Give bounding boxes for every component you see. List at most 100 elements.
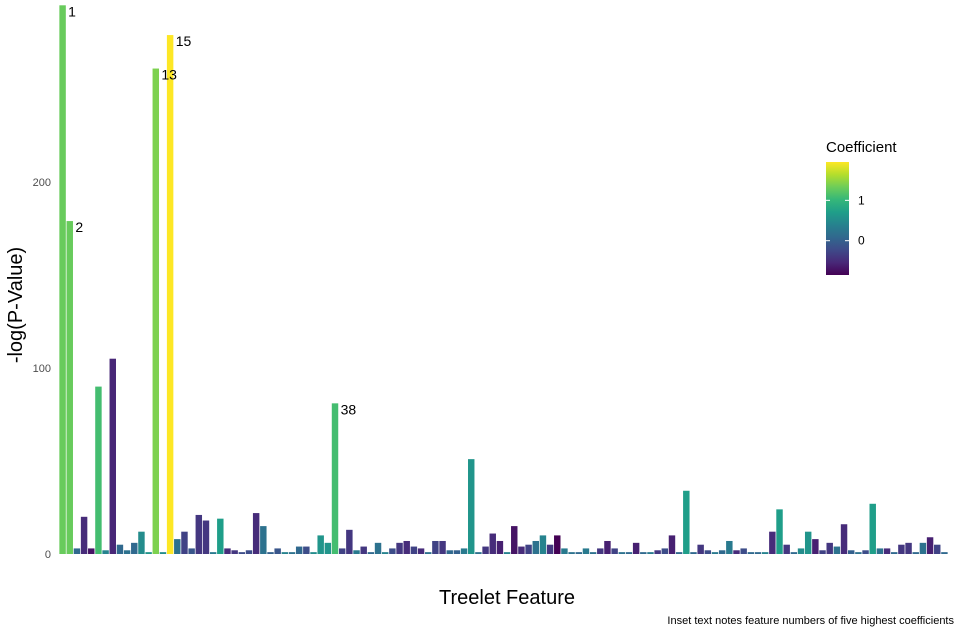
bar bbox=[790, 552, 798, 554]
bar bbox=[439, 540, 446, 554]
bar bbox=[274, 548, 281, 554]
bar bbox=[912, 552, 919, 554]
bar bbox=[460, 548, 468, 554]
bar bbox=[131, 542, 138, 554]
bar bbox=[503, 552, 511, 554]
bar bbox=[396, 542, 403, 554]
bar bbox=[123, 550, 131, 554]
bar bbox=[604, 540, 611, 554]
legend-tick-label: 1 bbox=[858, 193, 865, 207]
bar bbox=[310, 552, 317, 554]
bar bbox=[511, 526, 518, 554]
y-axis-title: -log(P-Value) bbox=[5, 247, 27, 363]
bar bbox=[761, 552, 769, 554]
bar-label: 1 bbox=[68, 3, 76, 19]
bar bbox=[546, 544, 554, 554]
bar bbox=[675, 552, 683, 554]
bar bbox=[647, 552, 654, 554]
bar bbox=[152, 68, 160, 554]
bar bbox=[73, 548, 81, 554]
bar bbox=[632, 542, 640, 554]
bar bbox=[245, 550, 253, 554]
bar bbox=[611, 548, 618, 554]
y-axis-ticks: 0 100 200 bbox=[33, 177, 51, 561]
bar-label: 38 bbox=[341, 401, 357, 417]
bar bbox=[281, 552, 289, 554]
legend-title: Coefficient bbox=[826, 139, 897, 156]
bar bbox=[776, 509, 783, 554]
legend: Coefficient 10 bbox=[826, 139, 897, 275]
bar bbox=[317, 535, 324, 554]
bar bbox=[668, 535, 676, 554]
bar bbox=[367, 552, 375, 554]
bar bbox=[561, 548, 568, 554]
bar bbox=[346, 529, 353, 554]
bar bbox=[883, 548, 891, 554]
bar bbox=[360, 546, 367, 554]
bar-label: 2 bbox=[75, 219, 83, 235]
bar bbox=[188, 548, 195, 554]
bar bbox=[898, 544, 905, 554]
bar bbox=[683, 490, 690, 554]
bar bbox=[711, 552, 719, 554]
bar bbox=[417, 548, 425, 554]
bar bbox=[747, 552, 755, 554]
bar bbox=[582, 548, 590, 554]
bar bbox=[374, 542, 382, 554]
bar bbox=[238, 552, 246, 554]
y-tick-label: 200 bbox=[33, 177, 51, 189]
bar bbox=[847, 550, 855, 554]
bar bbox=[80, 516, 88, 554]
bar bbox=[769, 531, 776, 554]
bar bbox=[812, 539, 819, 554]
bar bbox=[819, 550, 826, 554]
bar bbox=[525, 544, 532, 554]
bar bbox=[733, 550, 740, 554]
bar bbox=[740, 548, 747, 554]
bar bbox=[575, 552, 582, 554]
bar bbox=[267, 552, 274, 554]
bar bbox=[95, 386, 102, 554]
bar bbox=[876, 548, 884, 554]
bar bbox=[833, 546, 841, 554]
bar bbox=[260, 526, 267, 554]
bar bbox=[855, 552, 862, 554]
bar bbox=[295, 546, 303, 554]
bar bbox=[475, 552, 482, 554]
bar bbox=[446, 550, 453, 554]
bar bbox=[934, 544, 941, 554]
bar bbox=[754, 552, 762, 554]
bar bbox=[625, 552, 633, 554]
bar bbox=[453, 550, 461, 554]
bar-label: 15 bbox=[176, 33, 192, 49]
bar bbox=[202, 520, 210, 554]
bar bbox=[338, 548, 346, 554]
bar bbox=[252, 513, 260, 554]
bar bbox=[166, 35, 174, 555]
bar bbox=[783, 544, 790, 554]
bar bbox=[891, 552, 898, 554]
bar bbox=[174, 539, 181, 554]
caption: Inset text notes feature numbers of five… bbox=[667, 615, 954, 627]
bar bbox=[489, 533, 496, 554]
bar bbox=[381, 552, 389, 554]
bar bbox=[704, 550, 712, 554]
bar bbox=[941, 552, 948, 554]
bar bbox=[862, 550, 869, 554]
bar bbox=[410, 546, 418, 554]
bar bbox=[539, 535, 547, 554]
bar bbox=[690, 552, 697, 554]
bar bbox=[88, 548, 95, 554]
bar bbox=[919, 542, 927, 554]
bar bbox=[109, 358, 116, 554]
bar bbox=[432, 540, 439, 554]
bar-label: 13 bbox=[161, 67, 177, 83]
legend-ticks: 10 bbox=[826, 193, 865, 248]
bar bbox=[568, 552, 575, 554]
bar bbox=[482, 546, 489, 554]
bar bbox=[804, 531, 812, 554]
bar-labels: 1 2 13 15 38 bbox=[68, 3, 356, 417]
bar bbox=[661, 548, 669, 554]
bar bbox=[926, 537, 934, 554]
bar bbox=[425, 552, 432, 554]
